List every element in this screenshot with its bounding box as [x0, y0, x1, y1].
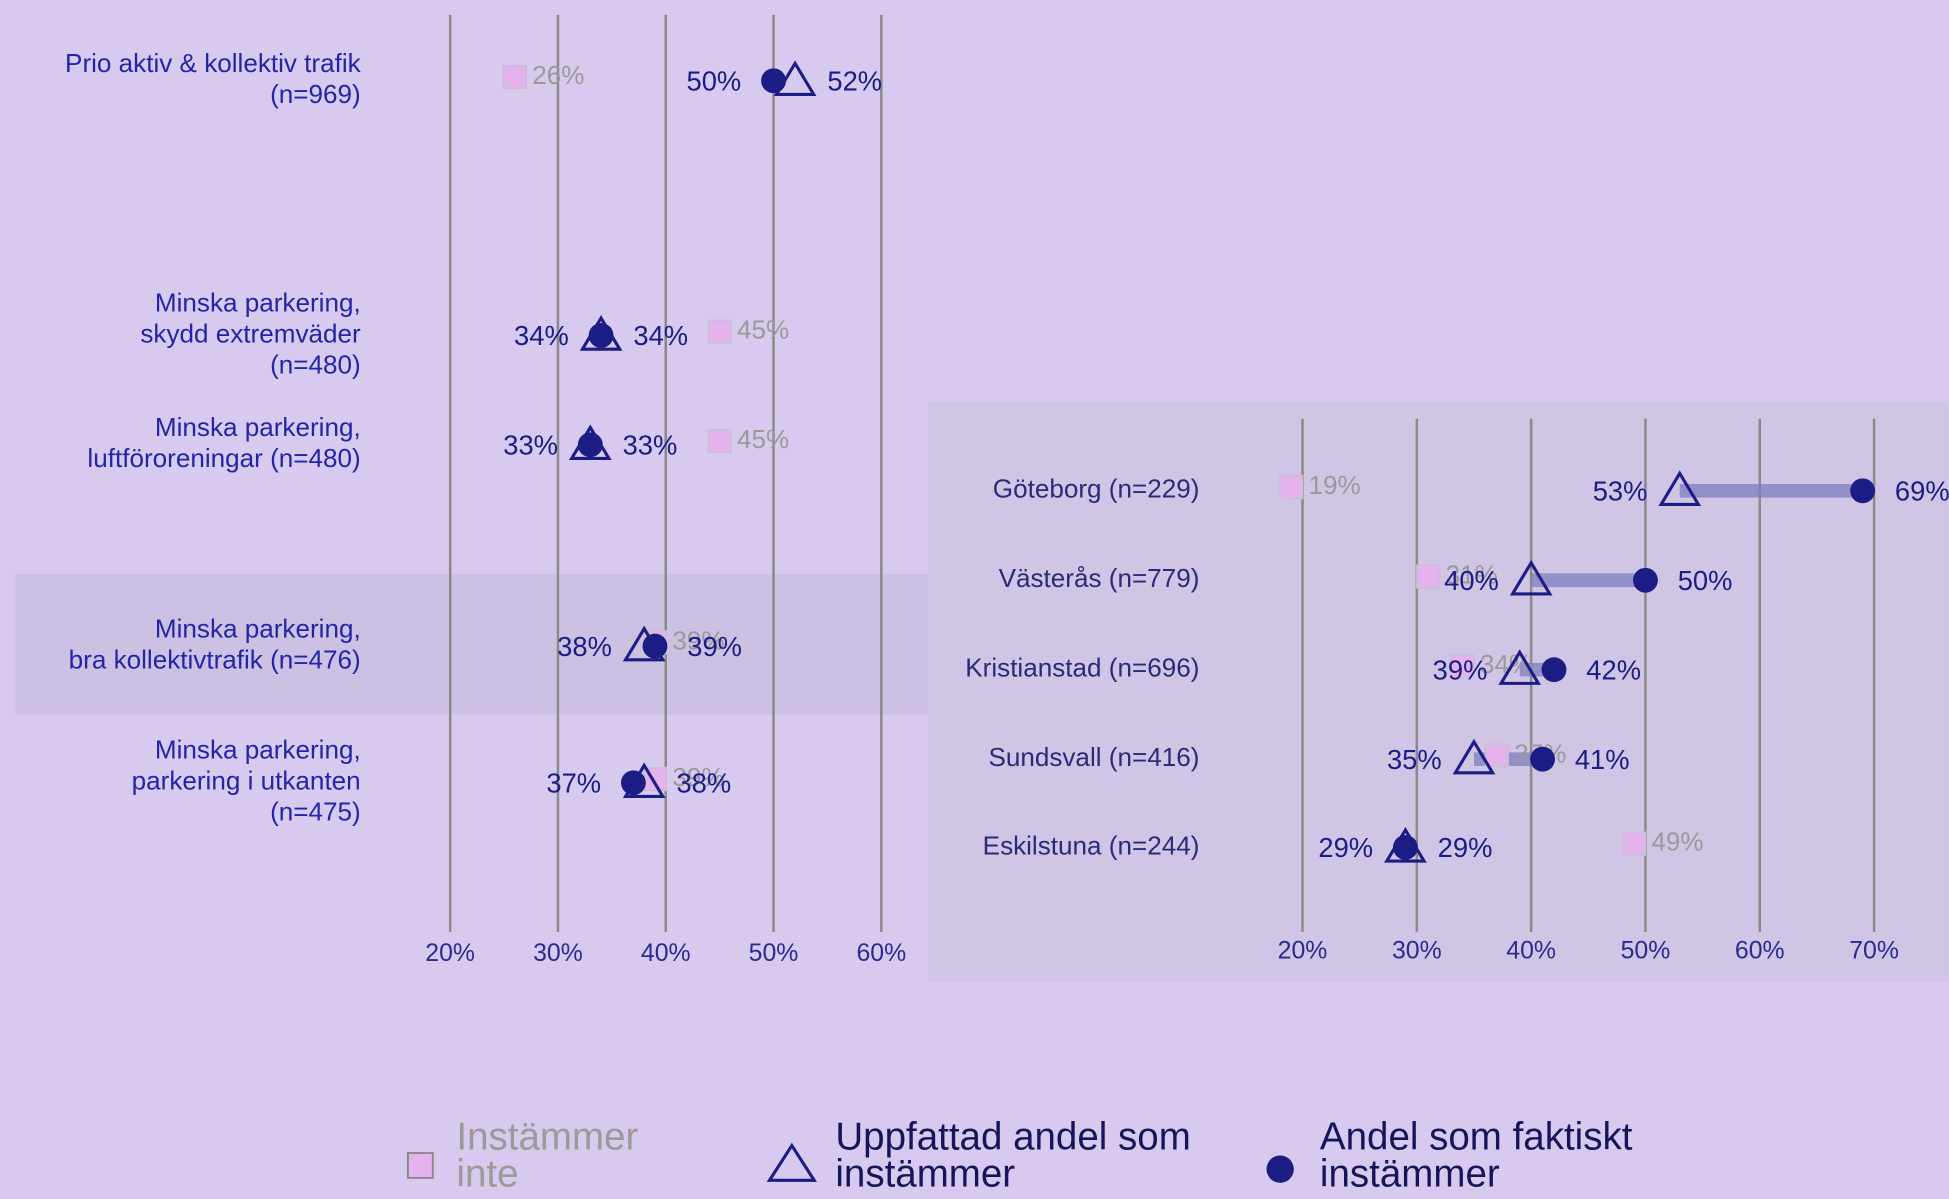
- legend-entry: Andel som faktiskt instämmer: [1319, 1118, 1633, 1196]
- circle-marker: [761, 68, 786, 94]
- square-label: 39%: [672, 625, 724, 655]
- category-label: Prio aktiv & kollektiv trafik: [65, 48, 362, 78]
- square-marker: [707, 319, 732, 344]
- category-label: Minska parkering,: [155, 735, 361, 765]
- x-tick-label: 30%: [533, 940, 583, 967]
- triangle-marker: [579, 315, 623, 351]
- triangle-marker: [1384, 826, 1427, 863]
- legend-triangle: [766, 1142, 818, 1182]
- triangle-marker: [1509, 559, 1553, 596]
- square-marker: [1278, 474, 1304, 500]
- triangle-marker: [1498, 649, 1542, 685]
- circle-label: 41%: [1575, 744, 1630, 775]
- category-label: luftföroreningar (n=480): [87, 443, 360, 473]
- circle-label: 50%: [1678, 565, 1733, 596]
- triangle-marker: [622, 625, 666, 662]
- circle-marker: [1850, 478, 1876, 504]
- legend-entry: Uppfattad andel som instämmer: [835, 1118, 1191, 1196]
- x-tick-label: 70%: [1849, 937, 1899, 964]
- category-label: Göteborg (n=229): [993, 474, 1200, 504]
- legend-label: Andel som faktiskt instämmer: [1319, 1118, 1633, 1196]
- x-tick-label: 30%: [1392, 937, 1442, 964]
- triangle-label: 33%: [503, 430, 558, 461]
- triangle-label: 34%: [514, 320, 569, 351]
- circle-label: 29%: [1438, 832, 1493, 863]
- x-tick-label: 60%: [1735, 937, 1785, 964]
- square-marker: [1621, 831, 1647, 856]
- triangle-label: 53%: [1593, 475, 1648, 506]
- category-label: Minska parkering,: [155, 613, 361, 643]
- triangle-marker: [1658, 470, 1702, 507]
- triangle-marker: [1452, 738, 1496, 775]
- triangle-label: 52%: [827, 65, 882, 96]
- category-label: Sundsvall (n=416): [988, 742, 1199, 772]
- square-label: 31%: [1446, 559, 1498, 589]
- circle-marker: [1541, 657, 1567, 683]
- square-label: 39%: [672, 762, 724, 792]
- category-label: skydd extremväder: [140, 318, 361, 348]
- circle-label: 39%: [687, 631, 742, 662]
- legend-circle: [1266, 1155, 1294, 1183]
- circle-label: 37%: [546, 767, 601, 798]
- circle-label: 33%: [623, 430, 678, 461]
- x-tick-label: 20%: [1278, 937, 1328, 964]
- legend-label: Uppfattad andel som instämmer: [835, 1118, 1191, 1196]
- triangle-label: 40%: [1444, 565, 1499, 596]
- square-label: 45%: [737, 315, 789, 345]
- inset-panel: [928, 401, 1949, 982]
- triangle-label: 38%: [557, 631, 612, 662]
- x-tick-label: 60%: [856, 940, 906, 967]
- circle-label: 50%: [687, 65, 742, 96]
- triangle-label: 39%: [1433, 654, 1488, 685]
- circle-label: 42%: [1586, 654, 1641, 685]
- triangle-marker: [773, 60, 817, 96]
- triangle-label: 35%: [1387, 744, 1442, 775]
- category-label: (n=475): [270, 797, 361, 827]
- square-marker: [502, 64, 527, 90]
- triangle-marker: [568, 424, 612, 461]
- category-label: Kristianstad (n=696): [965, 653, 1199, 683]
- x-tick-label: 50%: [749, 940, 799, 967]
- category-label: Eskilstuna (n=244): [983, 830, 1200, 860]
- square-label: 26%: [532, 60, 584, 90]
- circle-marker: [1633, 567, 1658, 593]
- circle-marker: [1530, 746, 1555, 772]
- circle-label: 69%: [1895, 475, 1949, 506]
- category-label: (n=969): [270, 79, 361, 109]
- x-tick-label: 40%: [1506, 937, 1556, 964]
- legend-label: Instämmer inte: [456, 1118, 639, 1196]
- x-tick-label: 40%: [641, 940, 691, 967]
- square-marker: [707, 428, 732, 454]
- legend-square: [406, 1152, 434, 1179]
- row-highlight: [15, 574, 929, 715]
- category-label: bra kollektivtrafik (n=476): [69, 645, 361, 675]
- category-label: Minska parkering,: [155, 412, 361, 442]
- legend-entry: Instämmer inte: [456, 1118, 639, 1196]
- circle-label: 34%: [633, 320, 688, 351]
- x-tick-label: 50%: [1621, 937, 1671, 964]
- category-label: Västerås (n=779): [999, 563, 1200, 593]
- category-label: (n=480): [270, 349, 361, 379]
- triangle-marker: [622, 762, 666, 798]
- square-marker: [1484, 743, 1509, 768]
- x-tick-label: 20%: [425, 940, 475, 967]
- category-label: Minska parkering,: [155, 287, 361, 317]
- square-label: 49%: [1651, 827, 1703, 857]
- square-marker: [1450, 653, 1475, 679]
- square-marker: [1416, 564, 1441, 589]
- square-label: 45%: [737, 424, 789, 454]
- triangle-label: 29%: [1318, 832, 1373, 863]
- triangle-label: 38%: [676, 767, 731, 798]
- category-label: parkering i utkanten: [132, 766, 361, 796]
- square-label: 19%: [1308, 470, 1360, 500]
